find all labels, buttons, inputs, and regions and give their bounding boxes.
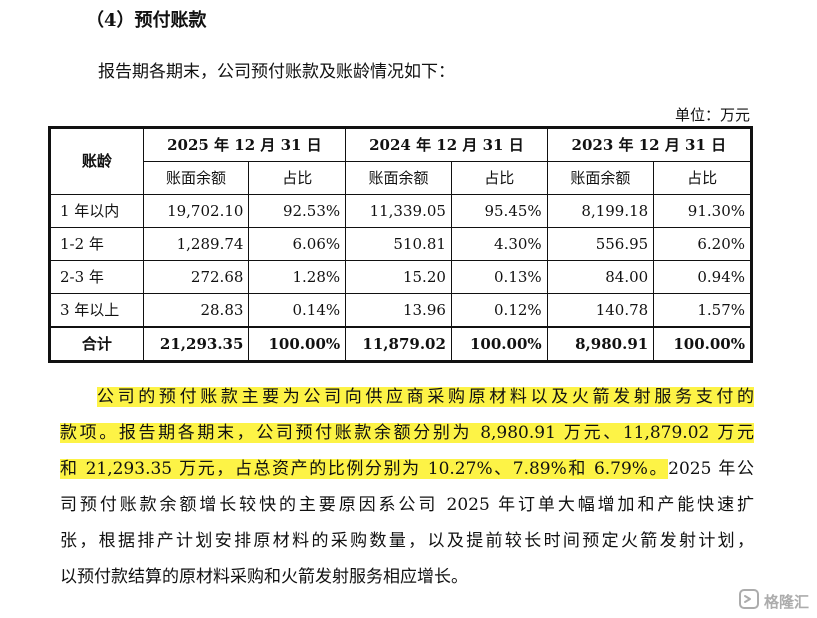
total-label: 合计 — [49, 326, 144, 362]
gelonghui-logo-icon — [738, 588, 760, 614]
prepayment-aging-table: 账龄 2025 年 12 月 31 日 2024 年 12 月 31 日 202… — [48, 126, 753, 363]
table-cell: 0.13% — [450, 260, 548, 294]
year-header-2025: 2025 年 12 月 31 日 — [142, 127, 347, 162]
balance-header: 账面余额 — [142, 161, 250, 195]
table-cell: 28.83 — [142, 293, 250, 328]
ratio-header: 占比 — [450, 161, 548, 195]
total-cell: 100.00% — [248, 326, 347, 362]
paragraph-line: 和 21,293.35 万元，占总资产的比例分别为 10.27%、7.89%和 … — [60, 451, 754, 487]
table-cell: 11,339.05 — [345, 194, 452, 228]
row-label: 3 年以上 — [49, 293, 144, 328]
table-row: 2-3 年 272.68 1.28% 15.20 0.13% 84.00 0.9… — [49, 260, 752, 294]
table-cell: 91.30% — [653, 194, 752, 228]
table-cell: 8,199.18 — [546, 194, 655, 228]
table-cell: 140.78 — [546, 293, 655, 328]
aging-header: 账龄 — [49, 127, 144, 195]
table-cell: 272.68 — [142, 260, 250, 294]
row-label: 1-2 年 — [49, 227, 144, 261]
table-cell: 1.57% — [653, 293, 752, 328]
table-cell: 92.53% — [248, 194, 347, 228]
paragraph-line: 款项。报告期各期末，公司预付账款余额分别为 8,980.91 万元、11,879… — [60, 415, 754, 451]
watermark: 格隆汇 — [738, 588, 809, 614]
total-row: 合计 21,293.35 100.00% 11,879.02 100.00% 8… — [49, 326, 752, 362]
table-cell: 19,702.10 — [142, 194, 250, 228]
year-header-row: 账龄 2025 年 12 月 31 日 2024 年 12 月 31 日 202… — [49, 127, 753, 195]
table-cell: 510.81 — [345, 227, 452, 261]
paragraph-line: 以预付款结算的原材料采购和火箭发射服务相应增长。 — [60, 567, 468, 587]
table-row: 3 年以上 28.83 0.14% 13.96 0.12% 140.78 1.5… — [49, 293, 752, 328]
plain-text: 2025 年公 — [668, 459, 755, 479]
table-cell: 0.14% — [248, 293, 347, 328]
table-cell: 84.00 — [546, 260, 655, 294]
table-cell: 556.95 — [546, 227, 655, 261]
table-cell: 15.20 — [345, 260, 452, 294]
table-cell: 0.12% — [450, 293, 548, 328]
table-cell: 1,289.74 — [142, 227, 250, 261]
table-cell: 6.20% — [653, 227, 752, 261]
table-row: 1 年以内 19,702.10 92.53% 11,339.05 95.45% … — [49, 194, 752, 228]
table-row: 1-2 年 1,289.74 6.06% 510.81 4.30% 556.95… — [49, 227, 752, 261]
section-heading: （4）预付账款 — [86, 10, 207, 31]
watermark-text: 格隆汇 — [763, 592, 809, 611]
paragraph-line: 公司的预付账款主要为公司向供应商采购原材料以及火箭发射服务支付的 — [60, 379, 754, 415]
row-label: 1 年以内 — [49, 194, 144, 228]
highlighted-text: 公司的预付账款主要为公司向供应商采购原材料以及火箭发射服务支付的 — [97, 387, 754, 407]
highlighted-text: 和 21,293.35 万元，占总资产的比例分别为 10.27%、7.89%和 … — [60, 459, 669, 479]
total-cell: 21,293.35 — [142, 326, 250, 362]
paragraph-line: 张，根据排产计划安排原材料的采购数量，以及提前较长时间预定火箭发射计划， — [60, 531, 754, 551]
balance-header: 账面余额 — [345, 161, 452, 195]
year-header-2024: 2024 年 12 月 31 日 — [345, 127, 548, 162]
explanation-paragraph: 公司的预付账款主要为公司向供应商采购原材料以及火箭发射服务支付的 款项。报告期各… — [60, 379, 754, 595]
table-cell: 4.30% — [450, 227, 548, 261]
table-cell: 13.96 — [345, 293, 452, 328]
sub-header-row: 账面余额 占比 账面余额 占比 账面余额 占比 — [50, 161, 752, 195]
row-label: 2-3 年 — [49, 260, 144, 294]
year-header-2023: 2023 年 12 月 31 日 — [546, 127, 753, 162]
ratio-header: 占比 — [653, 161, 752, 195]
table-cell: 95.45% — [450, 194, 548, 228]
total-cell: 100.00% — [653, 326, 752, 362]
balance-header: 账面余额 — [546, 161, 655, 195]
highlighted-text: 款项。报告期各期末，公司预付账款余额分别为 8,980.91 万元、11,879… — [60, 423, 754, 443]
paragraph-line: 司预付账款余额增长较快的主要原因系公司 2025 年订单大幅增加和产能快速扩 — [60, 495, 754, 515]
total-cell: 11,879.02 — [345, 326, 452, 362]
table-cell: 6.06% — [248, 227, 347, 261]
total-cell: 8,980.91 — [546, 326, 655, 362]
total-cell: 100.00% — [450, 326, 548, 362]
intro-sentence: 报告期各期末，公司预付账款及账龄情况如下： — [98, 62, 455, 82]
table-cell: 1.28% — [248, 260, 347, 294]
ratio-header: 占比 — [248, 161, 347, 195]
unit-label: 单位：万元 — [674, 106, 750, 124]
table-cell: 0.94% — [653, 260, 752, 294]
